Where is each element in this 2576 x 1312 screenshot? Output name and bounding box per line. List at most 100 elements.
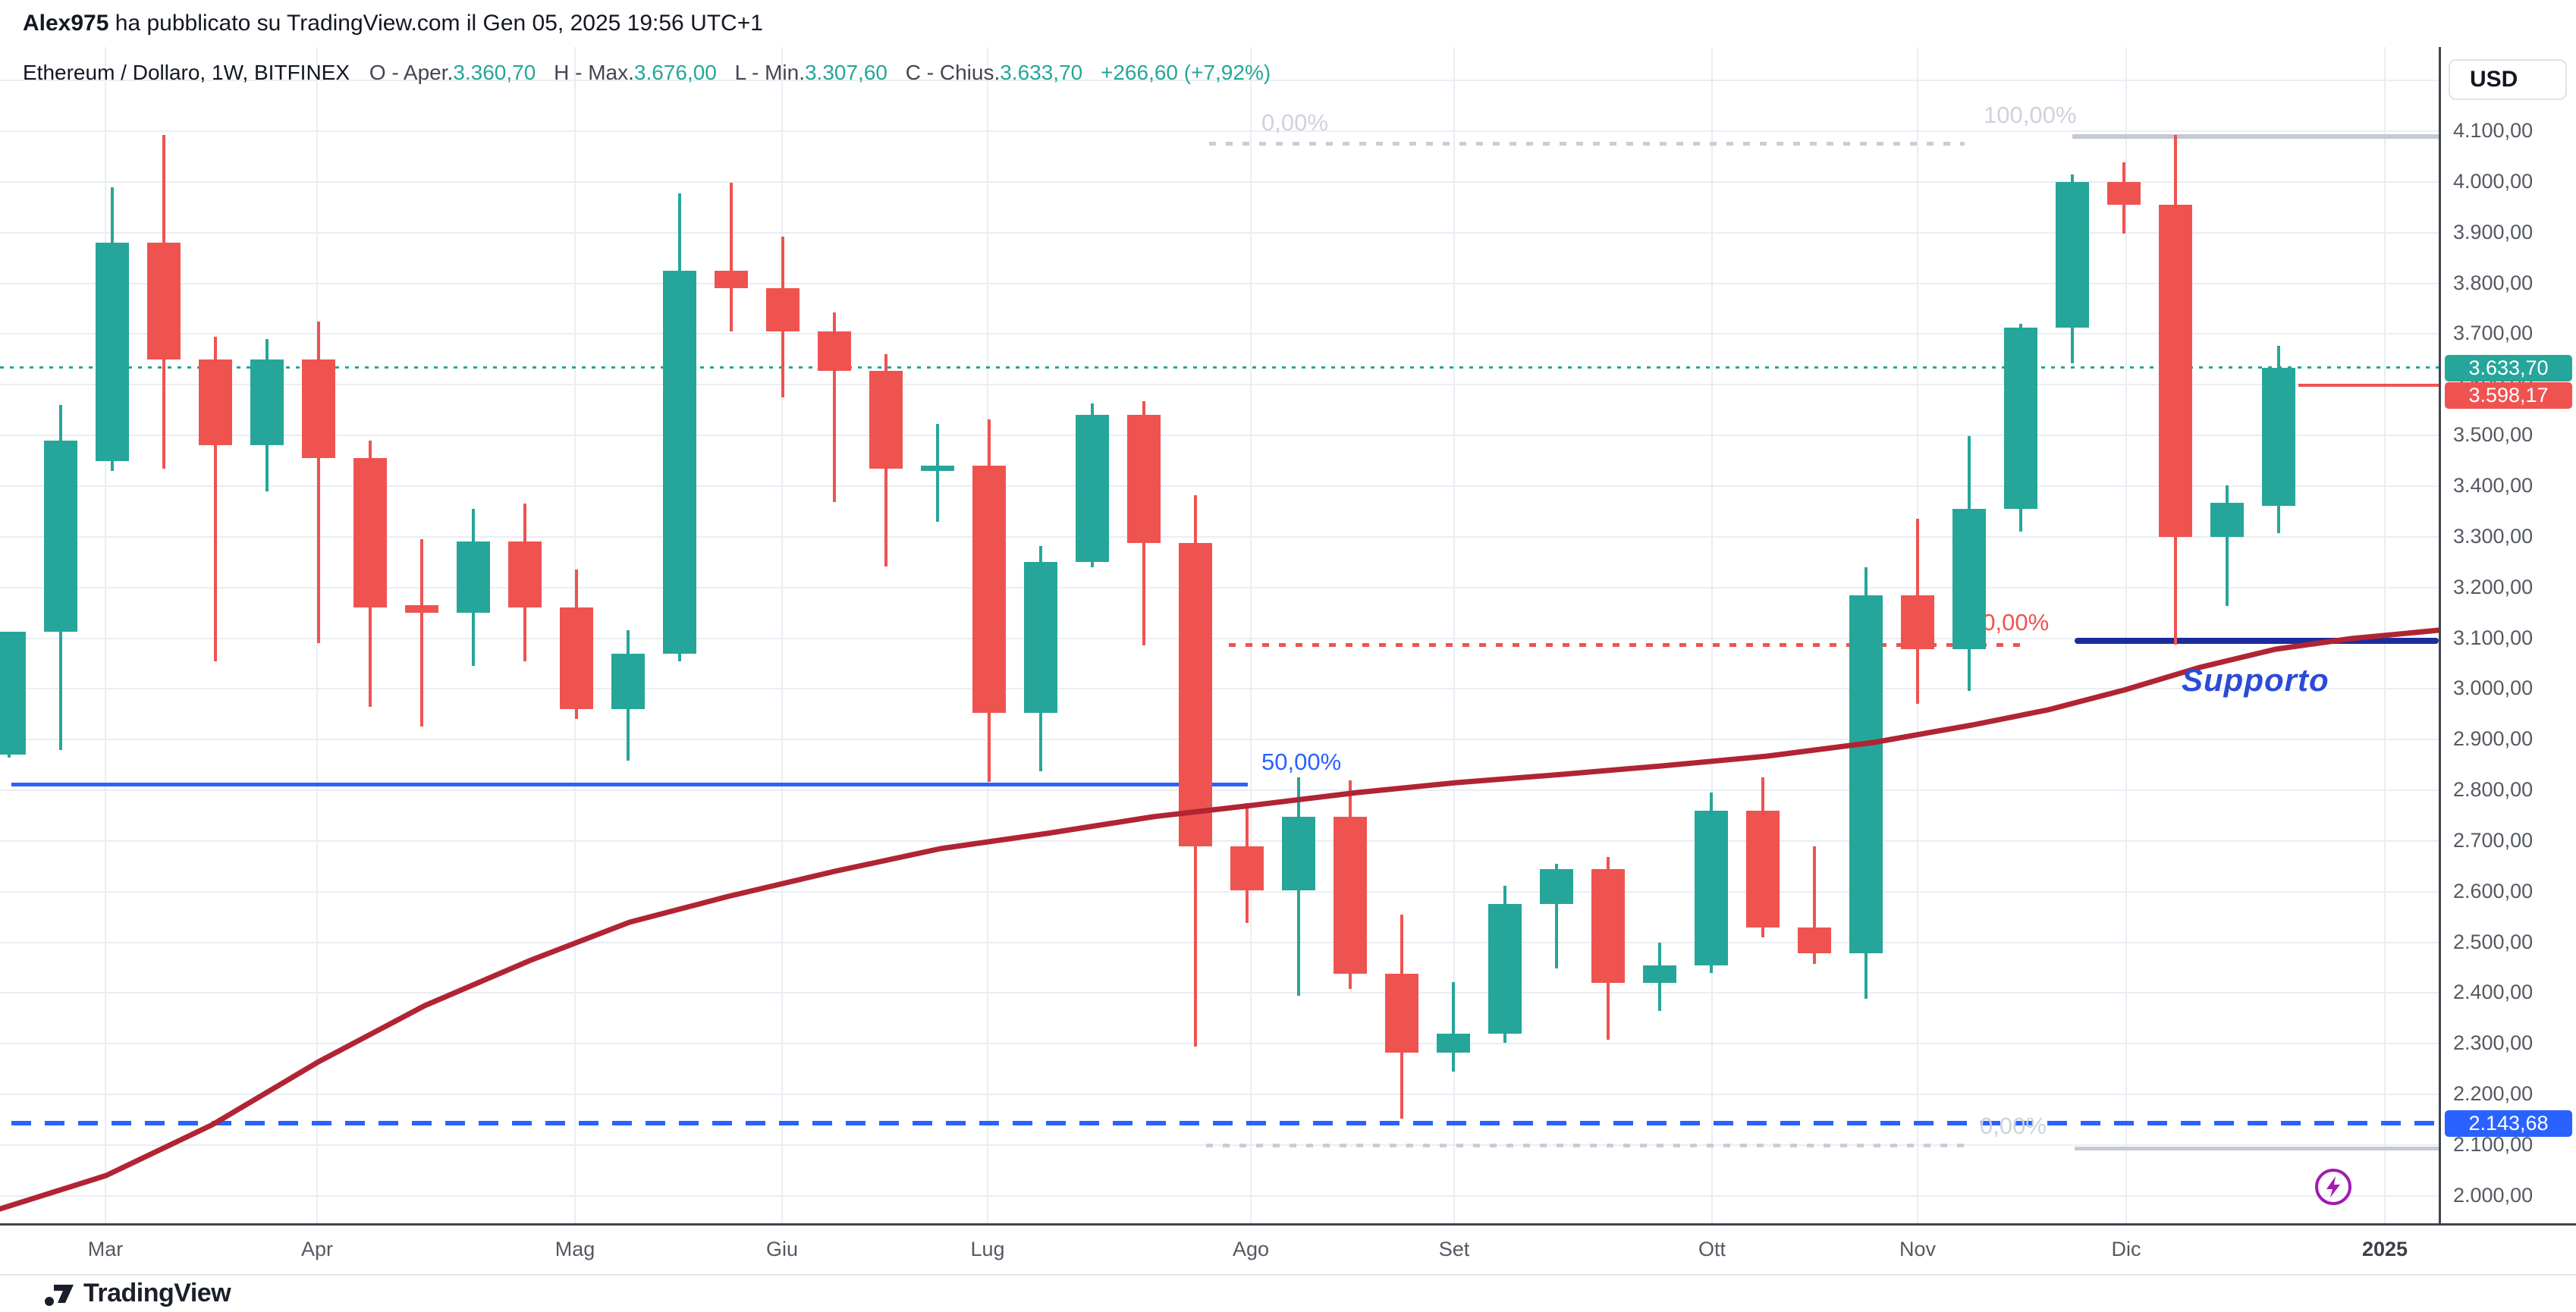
time-tick-mag: Mag: [554, 1238, 595, 1260]
gridline-h: [0, 1094, 2439, 1095]
candle-wick: [317, 322, 320, 643]
candle-wick: [420, 539, 423, 727]
attribution-text: ha pubblicato su TradingView.com il Gen …: [108, 11, 763, 36]
candle-body: [766, 288, 800, 331]
candle-wick: [936, 424, 939, 522]
price-tick: 2.700,00: [2453, 829, 2534, 852]
chart-area[interactable]: 0,00% 100,00% 50,00% 50,00% 0,00% Supporto: [0, 47, 2439, 1223]
prev-price-line[interactable]: [2298, 384, 2439, 387]
candle-body: [508, 541, 542, 607]
candle-body: [1230, 846, 1264, 890]
fib-b-100pct[interactable]: [2072, 134, 2439, 139]
gridline-h: [0, 80, 2439, 81]
low-value: 3.307,60: [804, 61, 887, 84]
candle-body: [869, 371, 903, 469]
gridline-v: [1711, 47, 1713, 1223]
gridline-v: [781, 47, 783, 1223]
price-axis[interactable]: USD 4.100,00 4.000,00 3.900,00 3.800,00 3.70…: [2439, 47, 2576, 1223]
price-tick: 2.800,00: [2453, 778, 2534, 801]
fib-a-50pct-label: 50,00%: [1261, 749, 1342, 775]
candle-wick: [1813, 846, 1816, 964]
gridline-h: [0, 638, 2439, 639]
price-tick: 3.900,00: [2453, 221, 2534, 243]
candle-body: [560, 607, 593, 709]
gridline-h: [0, 942, 2439, 943]
candle-body: [1849, 595, 1883, 953]
candle-body: [1024, 562, 1057, 713]
candle-body: [1540, 869, 1573, 904]
fib-a-0pct-label: 0,00%: [1261, 109, 1328, 136]
candle-body: [302, 359, 335, 458]
candle-body: [1127, 415, 1161, 543]
author-name: Alex975: [23, 11, 109, 36]
candle-body: [663, 271, 696, 654]
gridline-h: [0, 485, 2439, 487]
price-tick: 2.300,00: [2453, 1031, 2534, 1054]
candle-body: [96, 243, 129, 461]
candle-body: [2107, 182, 2141, 205]
tradingview-mark-icon: [45, 1284, 74, 1306]
supporto-label: Supporto: [2182, 662, 2329, 698]
candle-body: [2004, 328, 2037, 509]
price-tick: 2.500,00: [2453, 931, 2534, 953]
gridline-h: [0, 181, 2439, 183]
support-line[interactable]: [2075, 638, 2439, 644]
time-tick-lug: Lug: [970, 1238, 1005, 1260]
time-tick-apr: Apr: [300, 1238, 334, 1260]
fib-b-0pct-solid[interactable]: [2075, 1147, 2439, 1150]
gridline-h: [0, 840, 2439, 842]
candle-body: [2056, 182, 2089, 328]
horizontal-level[interactable]: [11, 1121, 2439, 1125]
time-tick-ago: Ago: [1232, 1238, 1270, 1260]
gridline-v: [1250, 47, 1252, 1223]
gridline-h: [0, 283, 2439, 284]
current-price-line[interactable]: [0, 366, 2439, 369]
candle-body: [1695, 811, 1728, 965]
candle-body: [147, 243, 181, 359]
candle-body: [250, 359, 284, 445]
candle-body: [1282, 817, 1315, 890]
time-axis[interactable]: Mar Apr Mag Giu Lug Ago Set Ott Nov Dic 2025: [0, 1223, 2576, 1274]
symbol-title: Ethereum / Dollaro, 1W, BITFINEX: [23, 61, 350, 84]
gridline-h: [0, 435, 2439, 436]
candle-body: [405, 605, 438, 613]
candle-body: [457, 541, 490, 613]
gridline-h: [0, 1195, 2439, 1197]
fib-a-50pct[interactable]: [11, 783, 1248, 786]
candle-body: [1746, 811, 1780, 928]
currency-toggle-button[interactable]: USD: [2449, 59, 2567, 100]
price-tick: 2.400,00: [2453, 981, 2534, 1003]
gridline-v: [105, 47, 106, 1223]
gridline-h: [0, 789, 2439, 791]
footer-bar: TradingView: [0, 1274, 2576, 1312]
time-tick-mar: Mar: [87, 1238, 124, 1260]
gridline-h: [0, 992, 2439, 993]
candle-body: [2262, 368, 2295, 506]
price-badge: 2.143,68: [2445, 1110, 2572, 1137]
candle-body: [353, 458, 387, 607]
close-label: C - Chius.: [905, 61, 1001, 84]
candle-body: [715, 271, 748, 288]
fib-a-0pct[interactable]: [1209, 142, 1965, 146]
time-tick-2025: 2025: [2361, 1238, 2408, 1260]
price-tick: 3.800,00: [2453, 272, 2534, 294]
candle-body: [199, 359, 232, 445]
candle-body: [921, 466, 954, 471]
boost-icon[interactable]: [2312, 1166, 2355, 1212]
candle-body: [1643, 965, 1676, 983]
time-tick-dic: Dic: [2111, 1238, 2141, 1260]
fib-b-0pct-dotted[interactable]: [1206, 1144, 1966, 1147]
price-tick: 4.000,00: [2453, 170, 2534, 193]
candle-body: [44, 441, 77, 632]
candle-body: [1488, 904, 1522, 1034]
candle-body: [972, 466, 1006, 713]
candle-wick: [1452, 982, 1455, 1072]
fib-b-50pct[interactable]: [1229, 643, 2027, 647]
tradingview-logo[interactable]: TradingView: [44, 1279, 231, 1308]
open-value: 3.360,70: [453, 61, 536, 84]
gridline-h: [0, 891, 2439, 893]
price-tick: 2.600,00: [2453, 880, 2534, 902]
price-tick: 3.300,00: [2453, 525, 2534, 548]
candle-body: [1437, 1034, 1470, 1053]
